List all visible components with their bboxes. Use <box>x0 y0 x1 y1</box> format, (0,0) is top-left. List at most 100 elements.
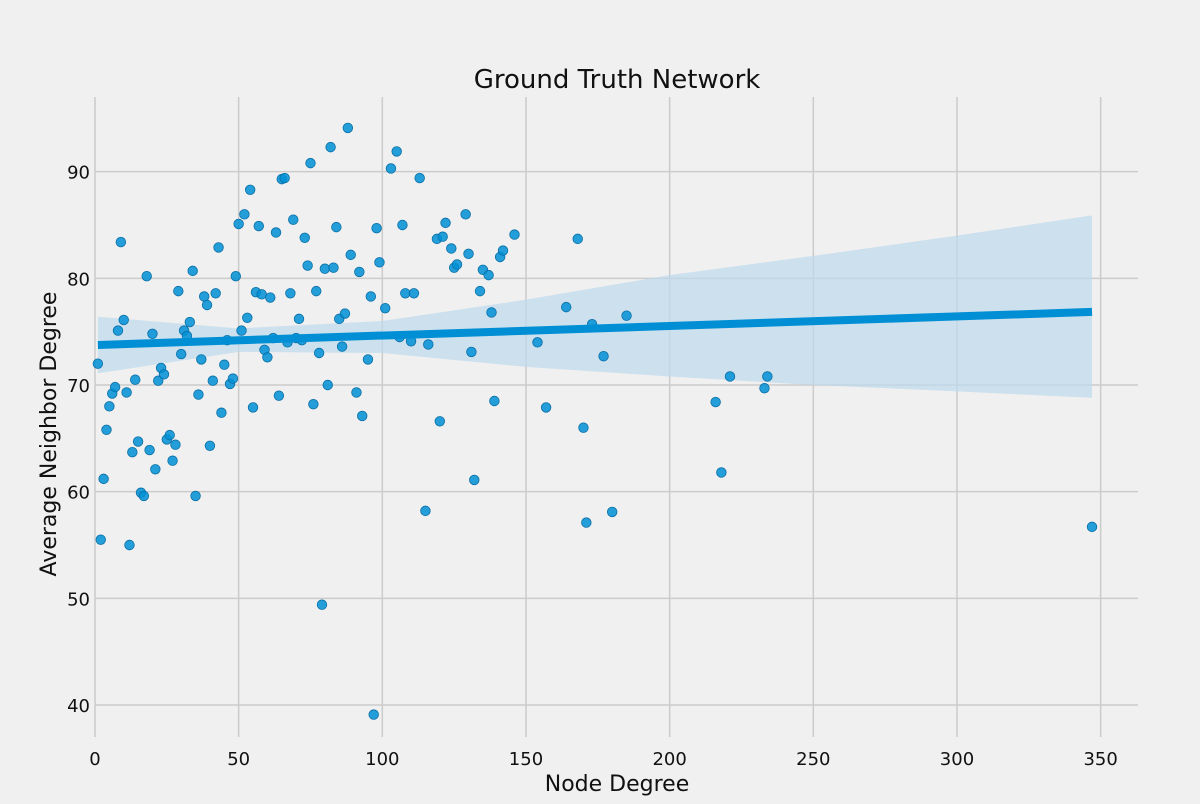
data-point <box>311 285 322 297</box>
x-tick-label: 50 <box>227 749 250 770</box>
data-point <box>308 399 319 410</box>
data-point <box>322 379 333 391</box>
data-point <box>408 288 420 299</box>
data-point <box>92 358 104 369</box>
data-point <box>167 455 178 466</box>
confidence-band <box>97 215 1093 398</box>
y-tick-label: 70 <box>67 376 90 397</box>
data-point <box>572 233 583 245</box>
data-point <box>365 291 377 302</box>
data-point <box>213 242 224 253</box>
data-point <box>325 141 336 153</box>
data-point <box>164 429 175 441</box>
data-point <box>253 220 264 232</box>
data-point <box>354 266 365 278</box>
data-point <box>578 422 589 433</box>
x-tick-label: 300 <box>940 749 974 770</box>
data-point <box>724 371 736 382</box>
y-axis-label: Average Neighbor Degree <box>37 292 62 577</box>
data-point <box>138 490 150 502</box>
data-point <box>227 373 239 384</box>
data-point <box>305 157 316 169</box>
x-tick-label: 0 <box>89 749 100 770</box>
y-tick-label: 90 <box>67 163 90 184</box>
data-point <box>170 439 181 450</box>
data-point <box>273 390 285 401</box>
data-point <box>175 348 187 360</box>
data-point <box>112 325 124 336</box>
data-point <box>141 271 152 282</box>
y-tick-label: 40 <box>67 696 90 717</box>
data-point <box>371 222 382 234</box>
data-point <box>130 374 141 385</box>
data-point <box>109 381 121 393</box>
data-point <box>230 271 241 282</box>
data-point <box>207 375 219 386</box>
data-point <box>469 474 480 486</box>
data-point <box>319 263 331 274</box>
data-point <box>437 231 448 242</box>
y-tick-label: 50 <box>67 589 90 610</box>
x-axis-label: Node Degree <box>545 772 689 797</box>
x-tick-label: 250 <box>796 749 830 770</box>
regression-line-group <box>97 307 1093 349</box>
data-point <box>385 163 397 174</box>
data-point <box>423 339 434 350</box>
regression-line <box>97 307 1093 349</box>
data-point <box>158 369 170 380</box>
y-tick-label: 60 <box>67 483 90 504</box>
data-point <box>247 402 259 413</box>
data-point <box>265 292 276 303</box>
chart-title: Ground Truth Network <box>474 65 761 95</box>
data-point <box>242 312 253 324</box>
data-point <box>380 303 391 314</box>
data-point <box>262 352 273 363</box>
data-point <box>239 209 250 220</box>
data-point <box>236 325 247 336</box>
data-point <box>460 209 471 220</box>
data-point <box>362 354 374 365</box>
data-point <box>150 464 161 475</box>
data-point <box>95 534 106 545</box>
data-point <box>474 285 486 297</box>
data-point <box>759 383 770 394</box>
data-point <box>400 288 411 299</box>
data-point <box>187 265 198 277</box>
data-point <box>196 354 207 365</box>
data-point <box>374 257 385 268</box>
y-tick-labels: 40 50 60 70 80 90 <box>67 163 90 717</box>
data-point <box>339 308 351 319</box>
x-tick-label: 200 <box>652 749 686 770</box>
data-point <box>762 371 773 382</box>
confidence-interval-band <box>97 215 1093 398</box>
data-point <box>115 236 127 248</box>
data-point <box>710 396 721 408</box>
data-point <box>201 299 213 311</box>
data-point <box>466 346 477 358</box>
data-point <box>144 444 155 456</box>
data-point <box>561 301 572 313</box>
data-point <box>716 467 727 478</box>
data-point <box>288 214 299 225</box>
data-point <box>509 229 520 240</box>
data-point <box>581 517 592 528</box>
data-point <box>147 328 158 340</box>
data-point <box>446 243 457 254</box>
data-point <box>440 217 451 229</box>
data-point <box>342 122 354 134</box>
data-point <box>316 599 328 610</box>
data-point <box>233 218 244 230</box>
data-point <box>302 260 313 271</box>
data-point <box>184 316 196 328</box>
data-point <box>204 440 216 452</box>
data-point <box>351 387 362 398</box>
data-point <box>256 289 267 300</box>
data-point <box>540 402 552 413</box>
data-point <box>173 285 184 297</box>
data-point <box>193 389 204 400</box>
data-point <box>210 288 221 299</box>
x-tick-labels: 0 50 100 150 200 250 300 350 <box>89 749 1118 770</box>
data-point <box>420 505 431 517</box>
data-point <box>270 227 282 238</box>
